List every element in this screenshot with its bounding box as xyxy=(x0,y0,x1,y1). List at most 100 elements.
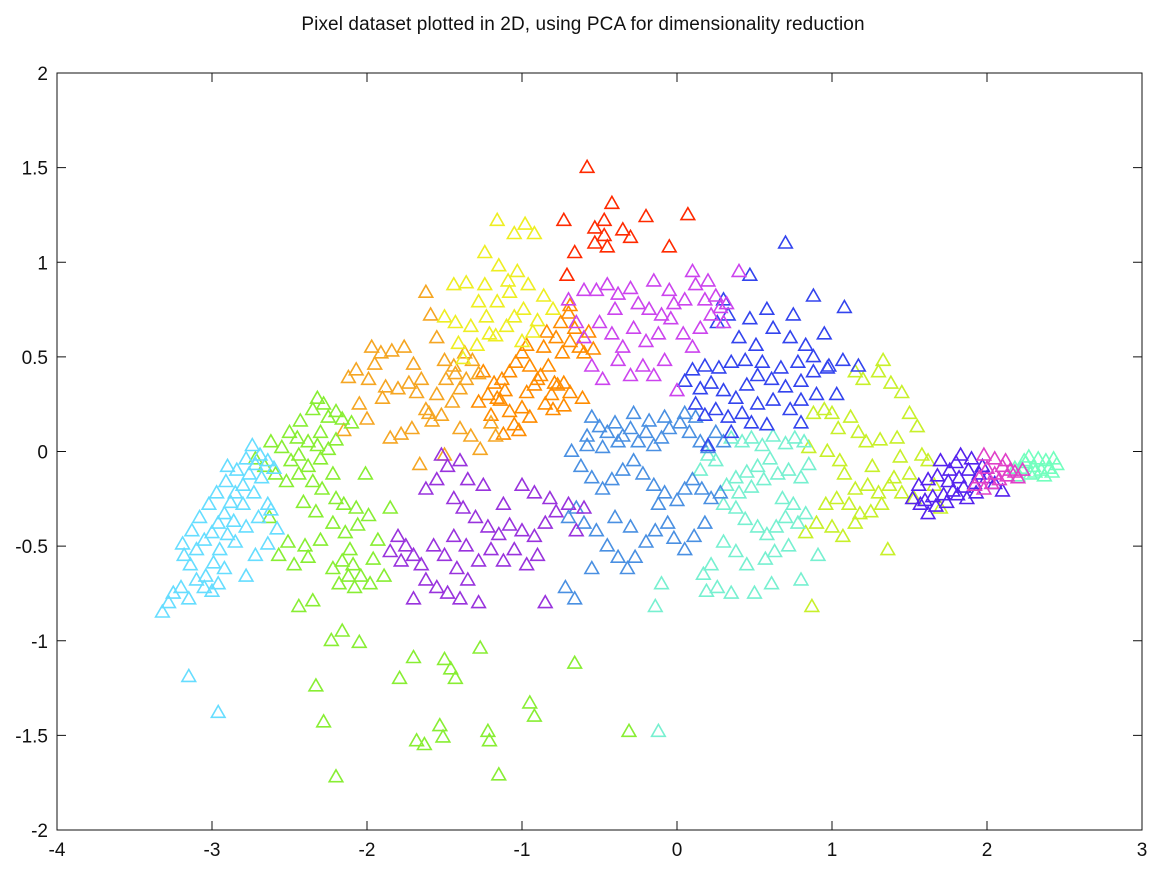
data-point xyxy=(524,323,542,338)
data-point xyxy=(738,376,755,391)
data-point xyxy=(797,505,814,520)
data-point xyxy=(513,522,531,537)
data-point xyxy=(780,537,797,552)
data-point xyxy=(454,499,472,514)
data-point xyxy=(529,312,546,327)
data-point xyxy=(620,722,638,738)
data-point xyxy=(349,516,366,531)
data-point xyxy=(622,279,639,295)
data-point xyxy=(351,395,368,410)
data-point xyxy=(575,499,593,514)
data-point xyxy=(499,272,517,287)
data-point xyxy=(507,353,524,369)
data-point xyxy=(661,238,678,253)
data-point xyxy=(172,578,190,594)
data-point xyxy=(668,382,686,397)
data-point xyxy=(583,408,600,423)
data-point xyxy=(808,385,825,401)
data-point xyxy=(413,370,430,386)
data-point xyxy=(594,438,611,454)
data-point xyxy=(459,571,476,586)
series-12 xyxy=(966,446,1031,495)
data-point xyxy=(699,272,717,287)
data-point xyxy=(560,304,577,319)
data-point xyxy=(428,579,445,594)
y-tick-label: 2 xyxy=(37,64,48,85)
data-point xyxy=(337,524,354,539)
data-point xyxy=(482,406,500,422)
data-point xyxy=(786,429,803,444)
data-point xyxy=(518,383,535,399)
data-point xyxy=(864,457,881,473)
data-point xyxy=(434,728,452,743)
y-tick-label: -1.5 xyxy=(15,726,48,747)
data-point xyxy=(445,276,462,291)
data-point xyxy=(671,414,689,429)
data-point xyxy=(723,584,740,599)
data-point xyxy=(919,505,937,520)
data-point xyxy=(777,378,794,393)
data-point xyxy=(591,418,608,433)
data-point xyxy=(389,527,407,543)
data-point xyxy=(210,703,227,719)
data-point xyxy=(625,319,642,335)
data-point xyxy=(560,495,577,511)
data-point xyxy=(227,533,244,548)
data-point xyxy=(998,467,1016,482)
data-point xyxy=(757,550,774,565)
data-point xyxy=(219,457,236,473)
data-point xyxy=(191,508,208,524)
data-point xyxy=(626,548,644,564)
data-point xyxy=(417,480,435,495)
data-point xyxy=(888,429,906,444)
data-point xyxy=(464,351,481,367)
data-point xyxy=(557,578,574,594)
data-point xyxy=(687,276,704,291)
data-point xyxy=(369,531,387,546)
x-tick-label: 2 xyxy=(982,840,993,861)
data-point xyxy=(304,592,321,607)
data-point xyxy=(495,425,512,440)
data-point xyxy=(650,722,667,738)
data-point xyxy=(994,482,1011,497)
data-point xyxy=(758,300,776,316)
data-point xyxy=(278,472,295,488)
data-point xyxy=(405,355,422,370)
data-point xyxy=(543,385,560,401)
data-point xyxy=(335,421,352,437)
data-point xyxy=(518,336,535,352)
data-point xyxy=(537,395,554,410)
data-point xyxy=(707,401,724,416)
data-point xyxy=(741,266,759,282)
data-point xyxy=(506,225,523,240)
data-point xyxy=(609,548,627,564)
data-point xyxy=(758,416,776,431)
data-point xyxy=(640,300,658,316)
data-point xyxy=(792,414,810,429)
data-point xyxy=(761,450,779,465)
data-point xyxy=(304,401,321,416)
data-point xyxy=(358,410,376,425)
data-point xyxy=(910,476,927,492)
data-point xyxy=(347,361,365,376)
data-point xyxy=(487,327,504,342)
data-point xyxy=(583,469,600,484)
data-point xyxy=(365,550,382,565)
data-point xyxy=(382,429,399,444)
data-point xyxy=(470,594,487,609)
data-point xyxy=(304,472,321,488)
data-point xyxy=(1006,459,1024,475)
data-point xyxy=(789,514,807,529)
x-tick-label: 0 xyxy=(672,840,683,861)
data-point xyxy=(764,427,782,442)
data-point xyxy=(521,694,538,709)
data-point xyxy=(448,559,466,575)
data-point xyxy=(595,211,613,227)
data-point xyxy=(622,228,639,244)
data-point xyxy=(882,374,900,389)
data-point xyxy=(197,567,214,582)
data-point xyxy=(850,423,867,439)
data-point xyxy=(506,416,523,431)
data-point xyxy=(707,287,724,302)
data-point xyxy=(749,395,766,410)
